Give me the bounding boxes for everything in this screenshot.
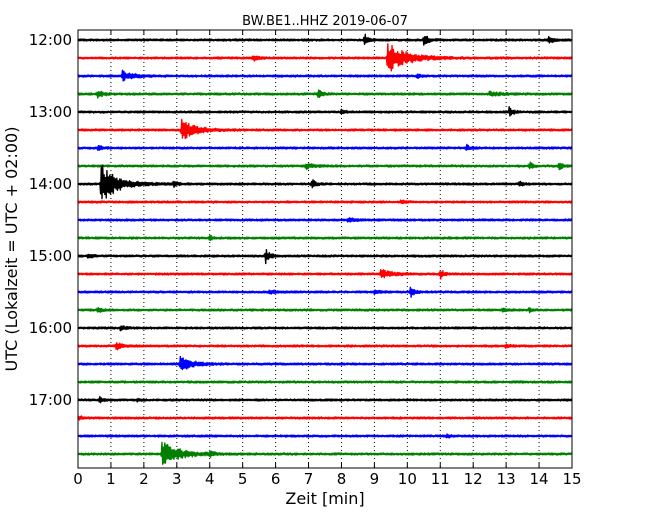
trace-1200 xyxy=(77,33,573,46)
x-tick-label: 13 xyxy=(497,470,516,488)
trace-1630 xyxy=(77,355,573,371)
y-tick-label: 15:00 xyxy=(29,247,72,265)
x-tick-label: 1 xyxy=(106,470,116,488)
trace-1545 xyxy=(77,307,573,314)
x-axis-ticks: 0 1 2 3 4 5 6 7 8 9 10 11 12 13 14 15 xyxy=(73,30,582,488)
x-tick-label: 11 xyxy=(431,470,450,488)
x-tick-label: 5 xyxy=(238,470,248,488)
trace-1245 xyxy=(77,89,573,99)
trace-1730 xyxy=(77,433,573,439)
x-tick-label: 2 xyxy=(139,470,149,488)
trace-layer xyxy=(77,33,573,465)
y-axis-label: UTC (Lokalzeit = UTC + 02:00) xyxy=(2,127,21,372)
x-tick-label: 0 xyxy=(73,470,83,488)
x-tick-label: 12 xyxy=(464,470,483,488)
y-axis-ticks: 12:00 13:00 14:00 15:00 16:00 17:00 xyxy=(29,31,572,409)
trace-1230 xyxy=(77,69,573,82)
trace-1415 xyxy=(77,199,573,205)
y-tick-label: 13:00 xyxy=(29,103,72,121)
grid-lines xyxy=(110,30,540,468)
trace-1645 xyxy=(77,380,573,384)
x-axis-label: Zeit [min] xyxy=(285,489,364,508)
trace-1700 xyxy=(77,395,573,404)
y-tick-label: 12:00 xyxy=(29,31,72,49)
x-tick-label: 4 xyxy=(205,470,215,488)
x-tick-label: 7 xyxy=(304,470,314,488)
trace-1515 xyxy=(77,268,573,280)
y-tick-label: 17:00 xyxy=(29,391,72,409)
trace-1330 xyxy=(77,143,573,152)
trace-1400 xyxy=(77,164,573,200)
trace-1300 xyxy=(77,105,573,117)
trace-1430 xyxy=(77,217,573,223)
x-tick-label: 10 xyxy=(398,470,417,488)
trace-1745 xyxy=(77,441,573,465)
x-tick-label: 8 xyxy=(337,470,347,488)
trace-1445 xyxy=(77,234,573,242)
trace-1215 xyxy=(77,43,573,72)
x-tick-label: 3 xyxy=(172,470,182,488)
x-tick-label: 6 xyxy=(271,470,281,488)
trace-1500 xyxy=(77,248,573,265)
trace-1315 xyxy=(77,118,573,140)
y-tick-label: 16:00 xyxy=(29,319,72,337)
y-tick-label: 14:00 xyxy=(29,175,72,193)
x-tick-label: 15 xyxy=(562,470,581,488)
trace-1715 xyxy=(77,415,573,421)
trace-1615 xyxy=(77,342,573,351)
x-tick-label: 14 xyxy=(530,470,549,488)
trace-1345 xyxy=(77,161,573,171)
trace-1600 xyxy=(77,325,573,332)
chart-title: BW.BE1..HHZ 2019-06-07 xyxy=(242,14,408,29)
plot-frame xyxy=(77,29,573,469)
trace-1530 xyxy=(77,286,573,298)
x-tick-label: 9 xyxy=(370,470,380,488)
